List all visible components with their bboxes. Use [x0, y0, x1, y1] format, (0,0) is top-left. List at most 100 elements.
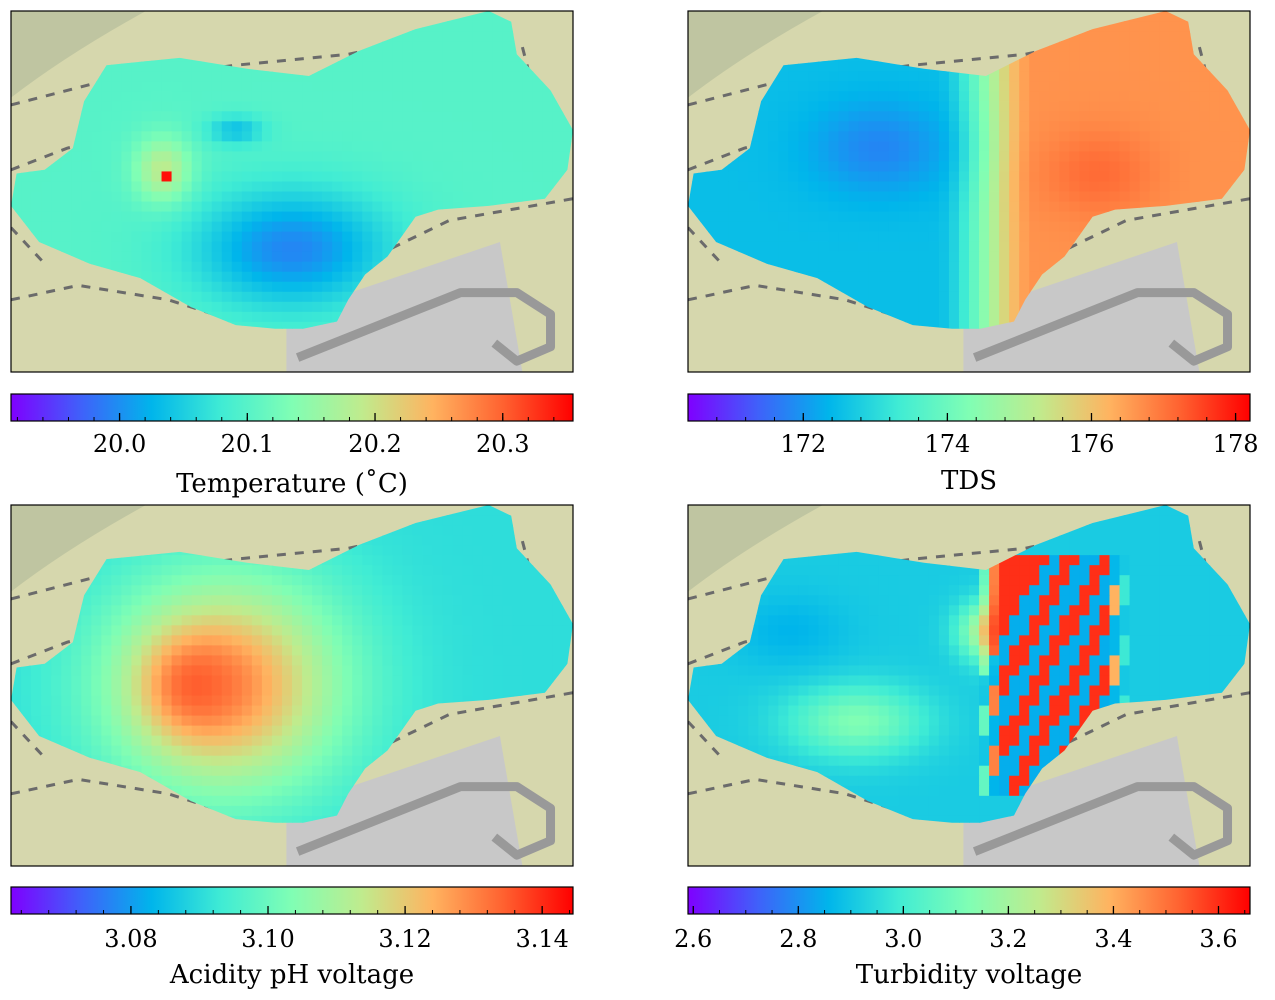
- heatmap-cell: [151, 71, 163, 82]
- heatmap-cell: [462, 595, 474, 606]
- heatmap-cell: [402, 91, 414, 102]
- heatmap-cell: [768, 201, 779, 213]
- heatmap-cell: [161, 91, 173, 102]
- heatmap-cell: [948, 281, 960, 293]
- heatmap-cell: [462, 605, 474, 616]
- heatmap-cell: [888, 221, 900, 233]
- heatmap-cell: [352, 231, 363, 243]
- heatmap-cell: [201, 141, 213, 152]
- heatmap-cell: [101, 565, 112, 576]
- heatmap-cell: [231, 281, 243, 293]
- heatmap-cell: [161, 181, 173, 193]
- heatmap-cell: [81, 131, 92, 142]
- heatmap-cell: [111, 161, 122, 173]
- heatmap-cell: [322, 241, 333, 253]
- heatmap-cell: [888, 71, 900, 82]
- heatmap-cell: [382, 625, 393, 636]
- heatmap-cell: [141, 131, 153, 142]
- heatmap-cell: [131, 61, 143, 72]
- heatmap-cell: [211, 121, 223, 132]
- heatmap-cell: [878, 301, 890, 313]
- heatmap-cell: [778, 161, 789, 173]
- heatmap-cell: [412, 121, 424, 132]
- heatmap-cell: [928, 81, 940, 92]
- heatmap-cell: [1109, 141, 1121, 152]
- heatmap-cell: [211, 81, 223, 92]
- heatmap-cell: [422, 625, 434, 636]
- heatmap-cell: [708, 171, 719, 183]
- heatmap-cell: [969, 271, 980, 283]
- heatmap-cell: [502, 515, 514, 526]
- heatmap-cell: [1079, 61, 1091, 72]
- heatmap-cell: [969, 131, 980, 142]
- heatmap-cell: [231, 101, 243, 112]
- heatmap-cell: [898, 181, 910, 193]
- heatmap-cell: [271, 301, 283, 313]
- heatmap-cell: [332, 261, 343, 273]
- heatmap-cell: [918, 71, 930, 82]
- heatmap-cell: [472, 71, 484, 82]
- heatmap-cell: [768, 121, 779, 132]
- heatmap-cell: [898, 281, 910, 293]
- heatmap-cell: [392, 81, 403, 92]
- heatmap-cell: [51, 241, 62, 253]
- heatmap-cell: [1179, 131, 1191, 142]
- heatmap-cell: [452, 605, 464, 616]
- heatmap-cell: [542, 595, 554, 606]
- heatmap-cell: [1039, 231, 1050, 243]
- heatmap-cell: [908, 141, 920, 152]
- heatmap-cell: [141, 271, 153, 283]
- heatmap-cell: [502, 555, 514, 566]
- heatmap-cell: [948, 71, 960, 82]
- heatmap-cell: [362, 605, 373, 616]
- heatmap-cell: [432, 61, 444, 72]
- heatmap-cell: [251, 281, 263, 293]
- heatmap-cell: [818, 151, 830, 163]
- heatmap-cell: [91, 575, 102, 586]
- heatmap-cell: [241, 191, 253, 203]
- heatmap-cell: [121, 555, 133, 566]
- heatmap-cell: [382, 585, 393, 596]
- heatmap-cell: [191, 291, 203, 303]
- heatmap-cell: [231, 231, 243, 243]
- heatmap-cell: [908, 101, 920, 112]
- heatmap-cell: [352, 121, 363, 132]
- heatmap-cell: [858, 181, 870, 193]
- heatmap-cell: [482, 81, 494, 92]
- heatmap-cell: [928, 151, 940, 163]
- heatmap-cell: [452, 111, 464, 122]
- heatmap-cell: [1179, 101, 1191, 112]
- heatmap-cell: [261, 301, 273, 313]
- heatmap-cell: [422, 585, 434, 596]
- heatmap-cell: [241, 271, 253, 283]
- heatmap-cell: [241, 161, 253, 173]
- heatmap-cell: [1079, 71, 1091, 82]
- heatmap-cell: [302, 625, 313, 636]
- heatmap-cell: [1169, 181, 1181, 193]
- heatmap-cell: [979, 101, 990, 112]
- heatmap-cell: [1029, 181, 1040, 193]
- heatmap-cell: [482, 585, 494, 596]
- heatmap-cell: [858, 271, 870, 283]
- heatmap-cell: [1009, 171, 1020, 183]
- heatmap-cell: [422, 61, 434, 72]
- heatmap-cell: [181, 171, 193, 183]
- heatmap-cell: [221, 575, 233, 586]
- heatmap-cell: [928, 251, 940, 263]
- heatmap-cell: [392, 31, 403, 42]
- heatmap-cell: [898, 301, 910, 313]
- heatmap-cell: [522, 161, 534, 173]
- heatmap-cell: [191, 231, 203, 243]
- heatmap-cell: [989, 241, 1000, 253]
- heatmap-cell: [958, 191, 970, 203]
- heatmap-cell: [969, 101, 980, 112]
- heatmap-cell: [778, 71, 789, 82]
- heatmap-cell: [1169, 171, 1181, 183]
- heatmap-cell: [261, 281, 273, 293]
- heatmap-cell: [231, 251, 243, 263]
- heatmap-cell: [848, 241, 860, 253]
- heatmap-cell: [442, 131, 454, 142]
- heatmap-cell: [281, 595, 293, 606]
- heatmap-cell: [1079, 151, 1091, 163]
- heatmap-cell: [171, 231, 183, 243]
